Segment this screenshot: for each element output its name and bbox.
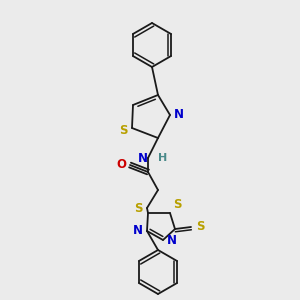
- Text: N: N: [133, 224, 143, 238]
- Text: O: O: [116, 158, 126, 172]
- Text: S: S: [173, 198, 182, 211]
- Text: S: S: [119, 124, 128, 136]
- Text: S: S: [196, 220, 205, 233]
- Text: S: S: [134, 202, 143, 214]
- Text: N: N: [174, 109, 184, 122]
- Text: H: H: [158, 153, 167, 163]
- Text: N: N: [167, 233, 177, 247]
- Text: N: N: [138, 152, 148, 164]
